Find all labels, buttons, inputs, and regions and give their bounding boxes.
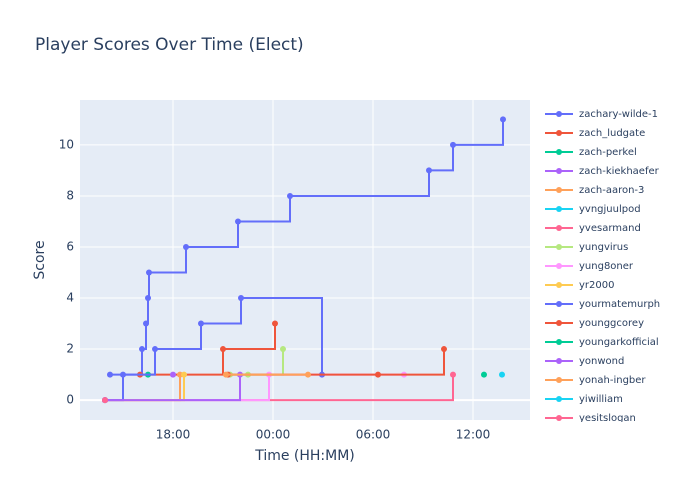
point [120,371,126,378]
legend-label: yung8oner [579,261,634,272]
legend-label: zachary-wilde-1 [579,109,658,120]
legend-item[interactable]: yungvirus [545,242,628,253]
chart-title: Player Scores Over Time (Elect) [35,35,304,55]
y-axis-title: Score [32,240,48,279]
legend-item[interactable]: zachary-wilde-1 [545,109,658,120]
legend-item[interactable]: yonah-ingber [545,375,646,386]
point [441,346,447,353]
legend-label: zach-kiekhaefer [579,166,660,177]
legend-marker [556,358,562,364]
y-tick-label: 4 [66,291,74,305]
y-tick-label: 10 [59,137,74,151]
point [146,269,152,276]
legend-item[interactable]: yvesarmand [545,223,641,234]
plot [102,116,506,404]
legend-marker [556,415,562,421]
legend-label: zach_ludgate [579,128,645,139]
x-tick-label: 00:00 [256,428,291,442]
point [481,371,487,378]
legend-label: youngarkofficial [579,337,659,348]
legend-marker [556,111,562,117]
point [170,371,176,378]
legend-marker [556,320,562,326]
point [143,320,149,327]
y-tick-label: 0 [66,393,74,407]
legend-item[interactable]: yvngjuulpod [545,204,641,215]
legend-label: yvesarmand [579,223,641,234]
point [102,397,108,404]
legend-marker [556,206,562,212]
series-line [105,297,323,402]
legend-label: younggcorey [579,318,644,329]
legend-marker [556,301,562,307]
legend-label: yesitslogan [579,413,636,424]
point [220,346,226,353]
x-tick-label: 06:00 [356,428,391,442]
legend-label: zach-perkel [579,147,637,158]
legend-item[interactable]: zach_ludgate [545,128,645,139]
legend-marker [556,149,562,155]
point [183,243,189,250]
point [500,116,506,123]
legend-marker [556,377,562,383]
legend-label: yonwond [579,356,624,367]
legend-item[interactable]: yung8oner [545,261,634,272]
point [152,346,158,353]
x-tick-label: 18:00 [156,428,191,442]
legend-item[interactable]: yonwond [545,356,624,367]
legend-marker [556,187,562,193]
point [235,218,241,225]
point [450,141,456,148]
point [375,371,381,378]
legend-label: yonah-ingber [579,375,646,386]
legend-marker [556,225,562,231]
point [223,371,229,378]
legend-item[interactable]: youngarkofficial [545,337,659,348]
legend-marker [556,396,562,402]
point [139,346,145,353]
y-tick-label: 2 [66,342,74,356]
y-tick-label: 6 [66,239,74,253]
point [280,346,286,353]
x-axis-title: Time (HH:MM) [254,448,355,464]
legend-marker [556,263,562,269]
legend[interactable]: zachary-wilde-1 zach_ludgate zach-perkel za… [545,109,660,424]
point [305,371,311,378]
point [145,295,151,302]
legend-marker [556,339,562,345]
point [426,167,432,174]
legend-label: yiwilliam [579,394,623,405]
x-tick-label: 12:00 [456,428,491,442]
legend-marker [556,130,562,136]
legend-item[interactable]: yourmatemurph [545,299,660,310]
legend-marker [556,282,562,288]
legend-label: yvngjuulpod [579,204,641,215]
legend-item[interactable]: zach-kiekhaefer [545,166,660,177]
legend-label: zach-aaron-3 [579,185,644,196]
point [238,295,244,302]
point [181,371,187,378]
y-tick-label: 8 [66,188,74,202]
legend-item[interactable]: yesitslogan [545,413,636,424]
point [198,320,204,327]
point [499,371,505,378]
legend-item[interactable]: younggcorey [545,318,644,329]
series-line [105,374,241,402]
point [287,192,293,199]
legend-label: yourmatemurph [579,299,660,310]
legend-label: yungvirus [579,242,628,253]
point [272,320,278,327]
legend-item[interactable]: yr2000 [545,280,614,291]
legend-item[interactable]: zach-aaron-3 [545,185,644,196]
legend-marker [556,168,562,174]
legend-item[interactable]: yiwilliam [545,394,623,405]
point [450,371,456,378]
point [107,371,113,378]
legend-item[interactable]: zach-perkel [545,147,637,158]
legend-label: yr2000 [579,280,614,291]
legend-marker [556,244,562,250]
